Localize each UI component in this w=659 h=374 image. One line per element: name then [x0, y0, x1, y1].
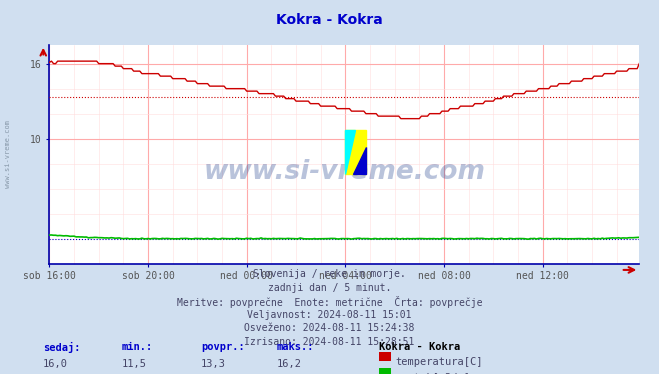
Text: zadnji dan / 5 minut.: zadnji dan / 5 minut.: [268, 283, 391, 293]
Text: min.:: min.:: [122, 342, 153, 352]
Text: 11,5: 11,5: [122, 359, 147, 369]
Text: sedaj:: sedaj:: [43, 342, 80, 353]
Text: Meritve: povprečne  Enote: metrične  Črta: povprečje: Meritve: povprečne Enote: metrične Črta:…: [177, 296, 482, 308]
Text: povpr.:: povpr.:: [201, 342, 244, 352]
Text: pretok[m3/s]: pretok[m3/s]: [395, 373, 471, 374]
Bar: [345, 130, 366, 174]
Text: Izrisano: 2024-08-11 15:28:51: Izrisano: 2024-08-11 15:28:51: [244, 337, 415, 347]
Text: 16,0: 16,0: [43, 359, 68, 369]
Text: 16,2: 16,2: [277, 359, 302, 369]
Text: Osveženo: 2024-08-11 15:24:38: Osveženo: 2024-08-11 15:24:38: [244, 323, 415, 333]
Text: Kokra - Kokra: Kokra - Kokra: [276, 13, 383, 27]
Polygon shape: [353, 147, 366, 174]
Text: Kokra - Kokra: Kokra - Kokra: [379, 342, 460, 352]
Text: temperatura[C]: temperatura[C]: [395, 357, 483, 367]
Text: Slovenija / reke in morje.: Slovenija / reke in morje.: [253, 269, 406, 279]
Text: www.si-vreme.com: www.si-vreme.com: [5, 120, 11, 188]
Text: 13,3: 13,3: [201, 359, 226, 369]
Text: maks.:: maks.:: [277, 342, 314, 352]
Text: www.si-vreme.com: www.si-vreme.com: [204, 159, 485, 185]
Text: Veljavnost: 2024-08-11 15:01: Veljavnost: 2024-08-11 15:01: [247, 310, 412, 320]
Polygon shape: [345, 130, 355, 174]
